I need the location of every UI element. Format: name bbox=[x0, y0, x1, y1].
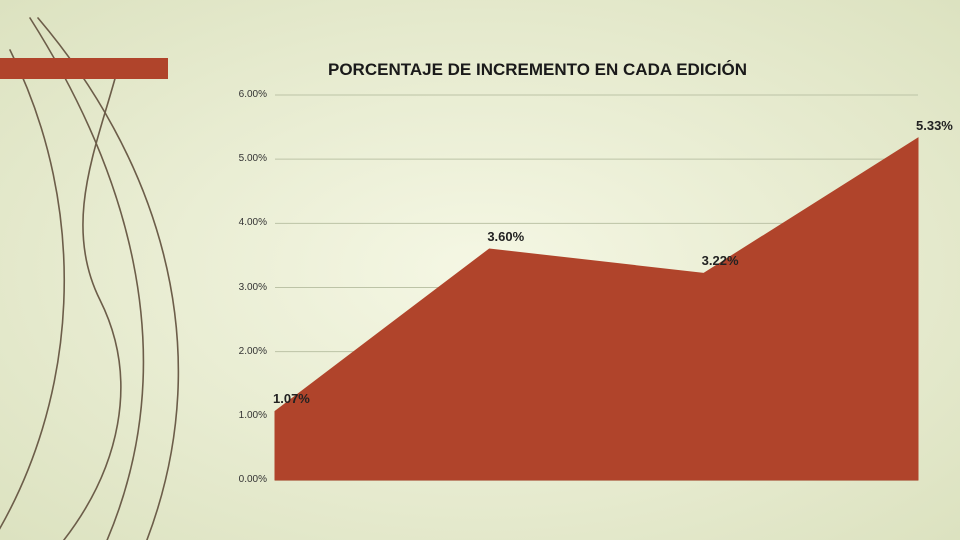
y-tick-label: 0.00% bbox=[0, 474, 267, 485]
y-tick-label: 1.00% bbox=[0, 410, 267, 421]
data-point-label: 3.60% bbox=[487, 229, 524, 244]
chart-title: PORCENTAJE DE INCREMENTO EN CADA EDICIÓN bbox=[328, 60, 747, 80]
data-point-label: 5.33% bbox=[916, 118, 953, 133]
y-tick-label: 5.00% bbox=[0, 153, 267, 164]
y-tick-label: 4.00% bbox=[0, 217, 267, 228]
data-point-label: 1.07% bbox=[273, 391, 310, 406]
y-tick-label: 3.00% bbox=[0, 282, 267, 293]
corner-accent-bar bbox=[0, 58, 168, 79]
y-tick-label: 2.00% bbox=[0, 346, 267, 357]
slide: PORCENTAJE DE INCREMENTO EN CADA EDICIÓN… bbox=[0, 0, 960, 540]
data-point-label: 3.22% bbox=[702, 253, 739, 268]
y-tick-label: 6.00% bbox=[0, 89, 267, 100]
area-chart bbox=[0, 0, 960, 540]
